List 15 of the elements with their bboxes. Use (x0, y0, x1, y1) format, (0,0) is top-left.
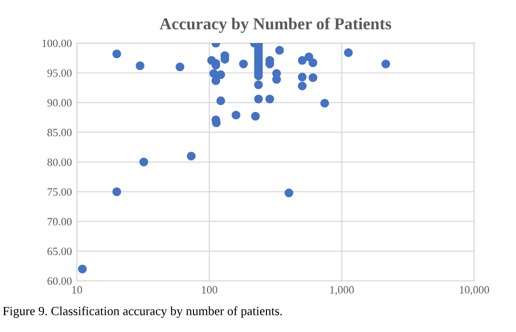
y-tick-label: 75.00 (48, 188, 72, 196)
x-tick-label: 100 (202, 286, 218, 294)
y-tick-label: 70.00 (48, 218, 72, 226)
y-tick-label: 95.00 (47, 69, 72, 77)
caption: Figure 9. Classification accuracy by number of patients. (2, 306, 282, 318)
y-tick-label: 80.00 (47, 158, 72, 166)
y-tick-label: 90.00 (47, 99, 72, 107)
chart-title: Accuracy by Number of Patients (160, 18, 392, 33)
x-tick-label: 10 (72, 286, 82, 294)
y-tick-label: 85.00 (47, 128, 72, 136)
y-tick-label: 65.00 (48, 248, 72, 256)
y-tick-label: 100.00 (42, 40, 72, 48)
x-tick-label: 1,000 (330, 286, 354, 296)
y-tick-label: 60.00 (48, 277, 72, 285)
x-tick-label: 10,000 (460, 286, 490, 296)
